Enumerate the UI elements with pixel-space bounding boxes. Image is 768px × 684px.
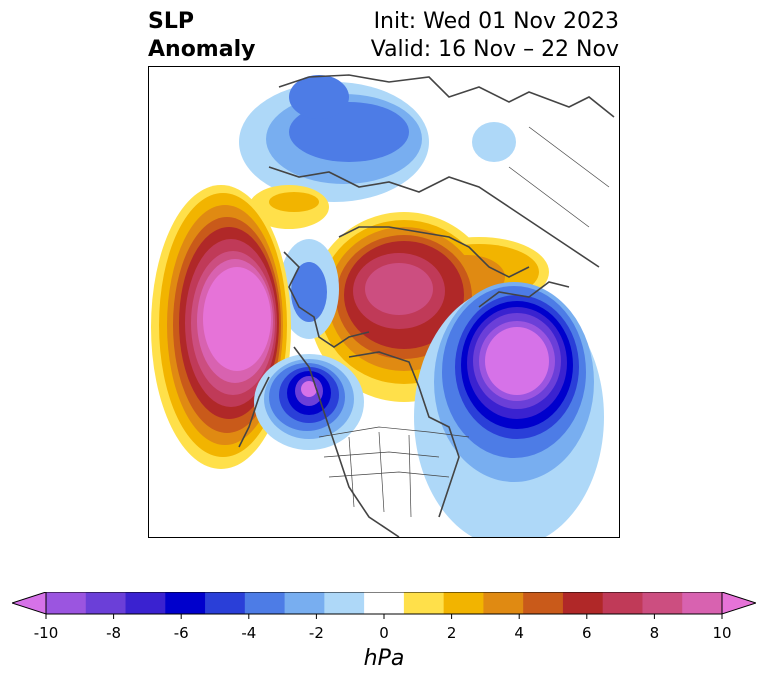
colorbar-tick-label: -6 [174,624,189,642]
init-date: Init: Wed 01 Nov 2023 [373,9,619,34]
colorbar-segment [244,592,286,614]
colorbar-extend-min [12,592,47,615]
title-line-2: Anomaly [148,37,256,62]
colorbar-segment [403,592,445,614]
colorbar-tick-label: 4 [514,624,524,642]
colorbar-segment [602,592,643,614]
colorbar-tick-label: -4 [241,624,256,642]
colorbar-tick-label: 2 [447,624,457,642]
colorbar-extend-max [721,592,756,615]
hudson-low [279,239,339,339]
colorbar-tick-label: -10 [34,624,59,642]
colorbar-tick-label: -8 [106,624,121,642]
map-subtitle: Init: Wed 01 Nov 2023 Valid: 16 Nov – 22… [371,8,619,64]
colorbar-tick-label: 0 [379,624,389,642]
colorbar-segment [125,592,166,614]
colorbar-unit: hPa [363,646,405,671]
colorbar-segment [165,592,206,614]
western-canada-low [254,354,364,450]
title-line-1: SLP [148,9,194,34]
colorbar-tick-label: 8 [650,624,660,642]
colorbar-segment [443,592,484,614]
colorbar-segment [642,592,683,614]
map-title: SLP Anomaly [148,8,255,64]
pacific-high [151,185,291,469]
borders [318,126,610,518]
bering-high [249,185,329,229]
colorbar-segment [324,592,365,614]
anomaly-map [148,66,620,538]
colorbar-segment [85,592,127,614]
colorbar-tick-label: 10 [712,624,731,642]
map-canvas [151,74,615,537]
valid-range: Valid: 16 Nov – 22 Nov [370,37,619,62]
atlantic-low [414,282,604,537]
colorbar-tick-label: -2 [309,624,324,642]
colorbar-segment [682,592,723,614]
colorbar: -10 -8 -6 -4 -2 0 2 4 6 8 10 [12,592,756,642]
siberia-low [239,75,516,202]
colorbar-segment [562,592,604,614]
colorbar-segment [364,592,405,614]
colorbar-segment [46,592,87,614]
colorbar-segment [205,592,246,614]
colorbar-segment [523,592,564,614]
colorbar-segment [483,592,524,614]
colorbar-segment [284,592,325,614]
colorbar-tick-label: 6 [582,624,592,642]
coastlines [238,74,615,537]
